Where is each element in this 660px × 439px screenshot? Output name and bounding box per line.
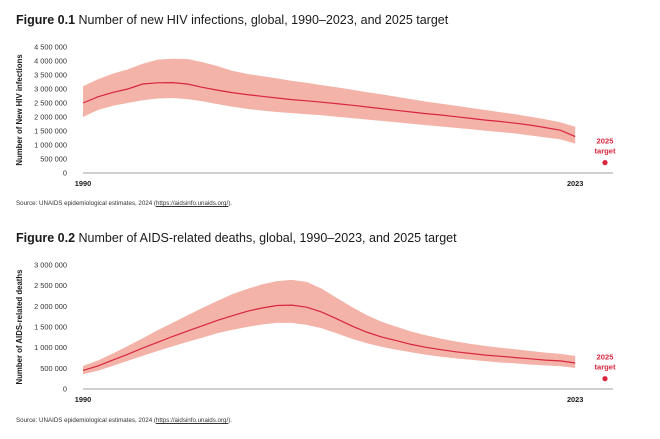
aids-deaths-chart: 1990 2023 0 500 000 1 000 000 1 500 000 2 000 …: [15, 261, 616, 405]
x-tick-label: 2023: [567, 179, 583, 188]
figure-label: Figure 0.2: [16, 231, 76, 245]
target-label-year: 2025: [597, 137, 615, 146]
y-axis-title: Number of New HIV infections: [15, 54, 24, 166]
target-label-year: 2025: [597, 353, 615, 362]
x-tick-label: 2023: [567, 395, 583, 404]
hiv-infections-chart: 1990 2023 0 500 000 1 000 000 1 500 000 2 000 …: [15, 43, 616, 189]
y-tick-label: 1 500 000: [34, 127, 67, 136]
x-tick-label: 1990: [75, 395, 91, 404]
figure-label: Figure 0.1: [16, 13, 76, 27]
estimate-line: [82, 304, 576, 371]
y-tick-label: 1 500 000: [34, 323, 67, 332]
y-tick-label: 3 000 000: [34, 85, 67, 94]
figure-source: Source: UNAIDS epidemiological estimates…: [16, 417, 232, 424]
source-link[interactable]: https://aidsinfo.unaids.org/: [155, 417, 229, 424]
target-marker: [602, 160, 608, 166]
y-tick-label: 3 500 000: [34, 71, 67, 80]
figure-title-text: Number of new HIV infections, global, 19…: [78, 13, 449, 27]
figure-title: Figure 0.2 Number of AIDS-related deaths…: [16, 231, 457, 245]
figure-new-hiv-infections: Figure 0.1 Number of new HIV infections,…: [0, 0, 660, 215]
source-suffix: ).: [228, 200, 232, 207]
y-tick-label: 500 000: [40, 155, 67, 164]
y-tick-label: 2 500 000: [34, 281, 67, 290]
y-tick-label: 1 000 000: [34, 343, 67, 352]
y-axis-title: Number of AIDS-related deaths: [15, 269, 24, 385]
y-tick-label: 4 000 000: [34, 57, 67, 66]
uncertainty-band: [83, 58, 576, 144]
y-tick-label: 1 000 000: [34, 141, 67, 150]
target-marker: [602, 376, 608, 382]
figure-source: Source: UNAIDS epidemiological estimates…: [16, 200, 232, 207]
figure-title: Figure 0.1 Number of new HIV infections,…: [16, 13, 448, 27]
y-tick-label: 0: [63, 385, 67, 394]
y-tick-label: 4 500 000: [34, 43, 67, 52]
y-tick-label: 2 000 000: [34, 302, 67, 311]
source-suffix: ).: [228, 417, 232, 424]
estimate-line: [82, 81, 576, 138]
figure-title-text: Number of AIDS-related deaths, global, 1…: [78, 231, 457, 245]
y-tick-label: 500 000: [40, 364, 67, 373]
target-label-word: target: [594, 363, 616, 372]
source-text: Source: UNAIDS epidemiological estimates…: [16, 200, 156, 207]
y-tick-label: 2 000 000: [34, 113, 67, 122]
source-text: Source: UNAIDS epidemiological estimates…: [16, 417, 156, 424]
source-link[interactable]: https://aidsinfo.unaids.org/: [155, 200, 229, 207]
uncertainty-band: [83, 279, 576, 375]
y-tick-label: 2 500 000: [34, 99, 67, 108]
y-tick-label: 3 000 000: [34, 261, 67, 270]
target-label-word: target: [594, 147, 616, 156]
y-tick-label: 0: [63, 169, 67, 178]
figure-aids-deaths: Figure 0.2 Number of AIDS-related deaths…: [0, 222, 660, 439]
x-tick-label: 1990: [75, 179, 91, 188]
